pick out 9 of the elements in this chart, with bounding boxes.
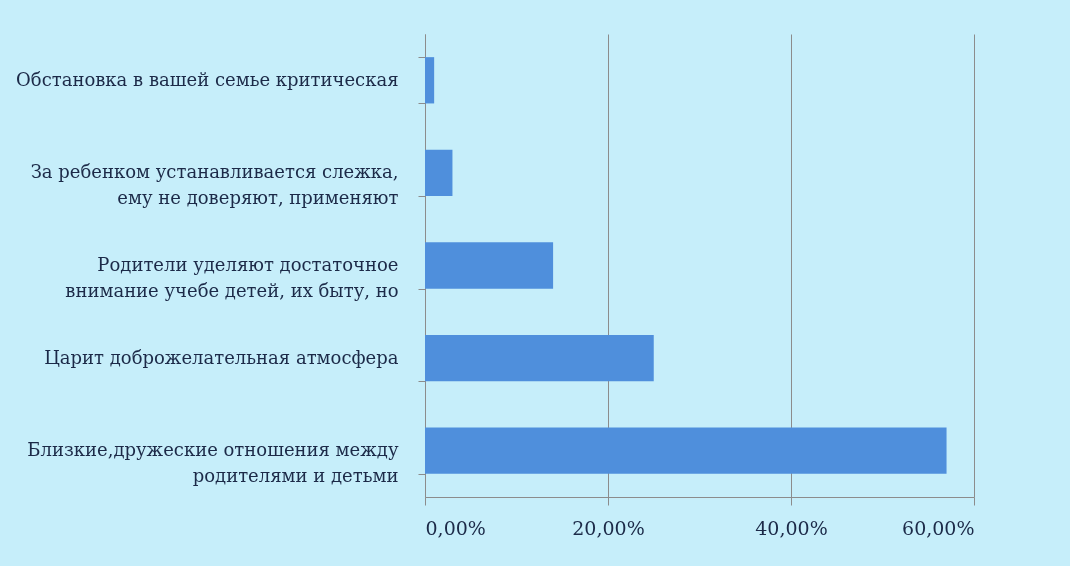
x-tick-label: 60,00% (902, 516, 975, 539)
x-tick-label: 40,00% (755, 516, 828, 539)
y-tick-label: Обстановка в вашей семье критическая (16, 68, 399, 90)
y-tick-label: За ребенком устанавливается слежка, ему не доверяют, применяют (30, 161, 399, 209)
y-tick-label: Царит доброжелательная атмосфера (44, 346, 399, 368)
y-tick-label: Близкие,дружеские отношения между родителями и детьми (27, 439, 399, 487)
x-tick-label: 0,00% (425, 516, 486, 539)
x-tick-label: 20,00% (572, 516, 645, 539)
y-tick-label: Родители уделяют достаточное внимание учебе детей, их быту, но (65, 254, 399, 301)
